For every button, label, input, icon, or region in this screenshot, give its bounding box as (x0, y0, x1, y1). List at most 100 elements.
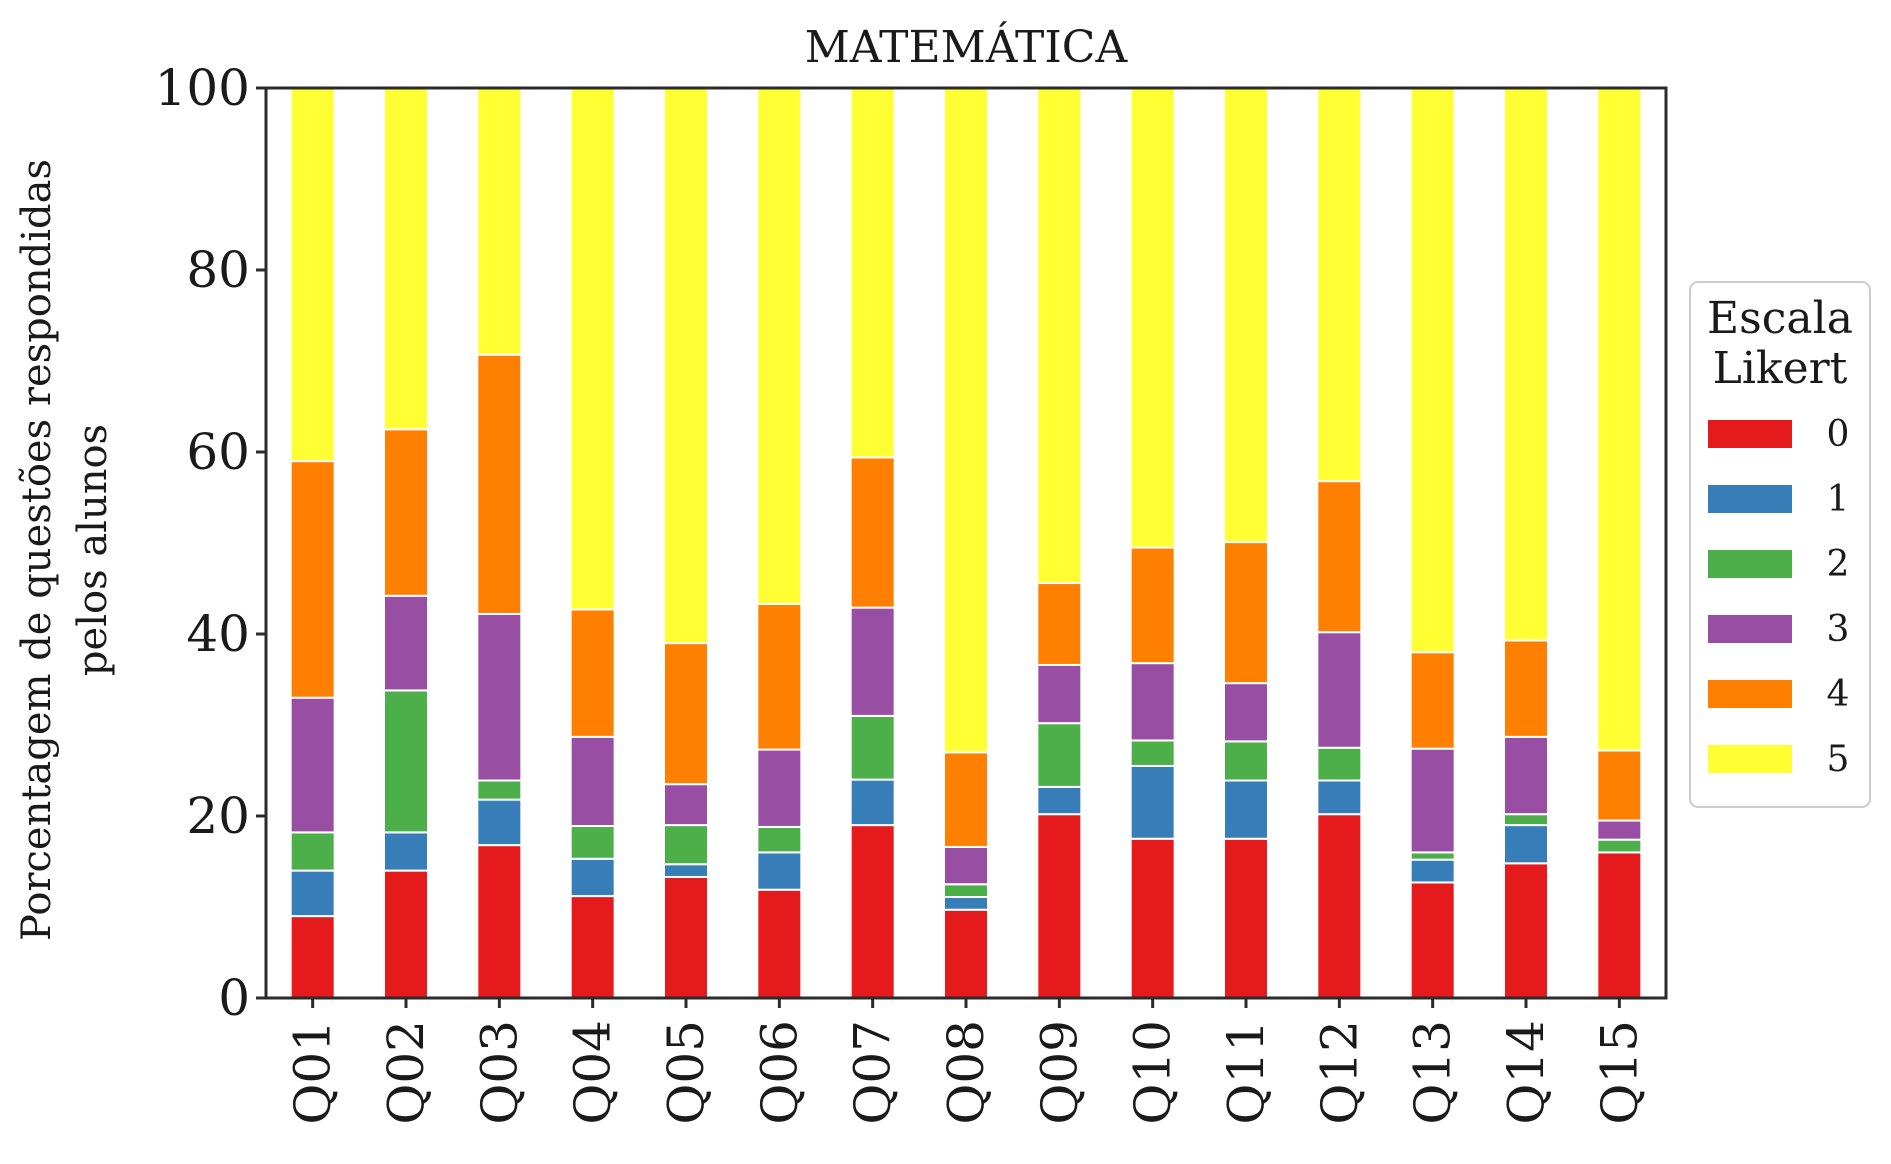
bar-q10-level-2 (1129, 739, 1176, 767)
bar-q13-level-3 (1409, 747, 1456, 854)
bar-q06-level-3 (756, 748, 803, 828)
chart-title: MATEMÁTICA (805, 20, 1129, 73)
bar-q13-level-5 (1409, 87, 1456, 654)
bar-q05-level-5 (663, 87, 709, 645)
bar-q11-level-1 (1223, 779, 1269, 840)
bar-q13-level-1 (1409, 858, 1456, 884)
bar-q07-level-1 (849, 778, 896, 827)
legend-label-2: 2 (1827, 544, 1850, 585)
x-tick-label-q09: Q09 (1030, 1020, 1088, 1125)
bar-q02-level-1 (383, 831, 429, 872)
y-tick-label-80: 80 (186, 241, 250, 299)
bar-q08-level-0 (943, 908, 989, 999)
bar-q15-level-5 (1596, 87, 1643, 752)
bar-q03-level-0 (476, 844, 523, 999)
bar-q03-level-5 (476, 87, 523, 356)
legend-label-4: 4 (1827, 674, 1850, 715)
bar-q03-level-3 (476, 612, 523, 782)
x-tick-label-q13: Q13 (1404, 1020, 1462, 1125)
x-axis-ticks: Q01 Q02 Q03 Q04 Q05 Q06 Q07 Q08 Q09 Q10 Q11 Q12 Q13 Q… (284, 998, 1648, 1125)
bar-q12-level-0 (1316, 813, 1363, 999)
bar-q05-level-2 (663, 824, 709, 866)
x-tick-label-q02: Q02 (377, 1020, 435, 1125)
x-tick-label-q14: Q14 (1497, 1020, 1555, 1125)
x-tick-label-q15: Q15 (1590, 1020, 1648, 1125)
bar-q08-level-4 (943, 751, 989, 848)
x-tick-label-q12: Q12 (1310, 1020, 1368, 1125)
bar-q04-level-5 (569, 87, 616, 611)
bar-q15-level-3 (1596, 819, 1643, 841)
y-tick-label-40: 40 (186, 605, 250, 663)
bar-q09-level-0 (1036, 813, 1083, 999)
legend-items: 0 1 2 3 4 5 (1708, 414, 1849, 780)
y-tick-label-20: 20 (186, 787, 250, 845)
legend-label-1: 1 (1827, 479, 1850, 520)
bar-q04-level-1 (569, 857, 616, 898)
bar-q06-level-2 (756, 825, 803, 854)
bar-q05-level-0 (663, 875, 709, 999)
bar-q04-level-2 (569, 825, 616, 860)
y-tick-label-100: 100 (155, 59, 250, 117)
bar-q12-level-5 (1316, 87, 1363, 483)
legend-label-5: 5 (1827, 739, 1850, 780)
y-axis-label-line-2: pelos alunos (70, 424, 116, 676)
y-axis-label: Porcentagem de questões respondidas pelo… (14, 159, 116, 941)
bar-q08-level-2 (943, 883, 989, 898)
bar-q01-level-3 (289, 696, 336, 834)
bar-q14-level-5 (1503, 87, 1549, 642)
bar-q01-level-0 (289, 915, 336, 999)
x-tick-label-q10: Q10 (1124, 1020, 1182, 1125)
bar-q15-level-0 (1596, 851, 1643, 1000)
bar-q09-level-2 (1036, 722, 1083, 788)
bar-q14-level-1 (1503, 824, 1549, 865)
y-axis-label-line-1: Porcentagem de questões respondidas (14, 159, 60, 941)
y-axis-ticks: 0 20 40 60 80 100 (155, 59, 266, 1027)
bar-q02-level-3 (383, 594, 429, 692)
legend-swatch-0 (1708, 420, 1792, 448)
bar-q04-level-4 (569, 608, 616, 738)
legend-swatch-2 (1708, 550, 1792, 578)
bar-q07-level-5 (849, 87, 896, 459)
legend-frame (1689, 281, 1871, 808)
y-tick-label-60: 60 (186, 423, 250, 481)
bars-layer (289, 87, 1643, 1000)
bar-q11-level-5 (1223, 87, 1269, 544)
bar-q14-level-4 (1503, 639, 1549, 738)
bar-q09-level-1 (1036, 785, 1083, 816)
bar-q11-level-0 (1223, 837, 1269, 999)
legend-title-line-2: Likert (1713, 343, 1848, 394)
bar-q10-level-0 (1129, 837, 1176, 999)
bar-q15-level-2 (1596, 838, 1643, 854)
legend-title-line-1: Escala (1707, 293, 1853, 344)
bar-q02-level-2 (383, 689, 429, 834)
bar-q13-level-0 (1409, 881, 1456, 999)
bar-q11-level-2 (1223, 740, 1269, 782)
plot-frame (264, 86, 1668, 1000)
x-tick-label-q07: Q07 (844, 1020, 902, 1125)
bar-q09-level-3 (1036, 663, 1083, 725)
x-tick-label-q11: Q11 (1217, 1020, 1275, 1125)
y-tick-label-0: 0 (218, 969, 250, 1027)
x-tick-label-q08: Q08 (937, 1020, 995, 1125)
legend-label-3: 3 (1827, 609, 1850, 650)
bar-q13-level-4 (1409, 651, 1456, 750)
bar-q10-level-3 (1129, 662, 1176, 742)
bar-q10-level-1 (1129, 764, 1176, 840)
legend-label-0: 0 (1827, 414, 1850, 455)
bar-q05-level-3 (663, 783, 709, 827)
bar-q13-level-2 (1409, 851, 1456, 861)
bar-q06-level-1 (756, 851, 803, 891)
bar-q07-level-0 (849, 824, 896, 999)
legend-swatch-4 (1708, 680, 1792, 708)
bar-q10-level-5 (1129, 87, 1176, 549)
bar-q04-level-3 (569, 735, 616, 828)
bar-q02-level-5 (383, 87, 429, 431)
bar-q06-level-5 (756, 87, 803, 605)
bar-q01-level-5 (289, 87, 336, 463)
bar-q02-level-4 (383, 428, 429, 597)
bar-q09-level-5 (1036, 87, 1083, 585)
bar-q08-level-1 (943, 895, 989, 911)
bar-q12-level-3 (1316, 631, 1363, 749)
